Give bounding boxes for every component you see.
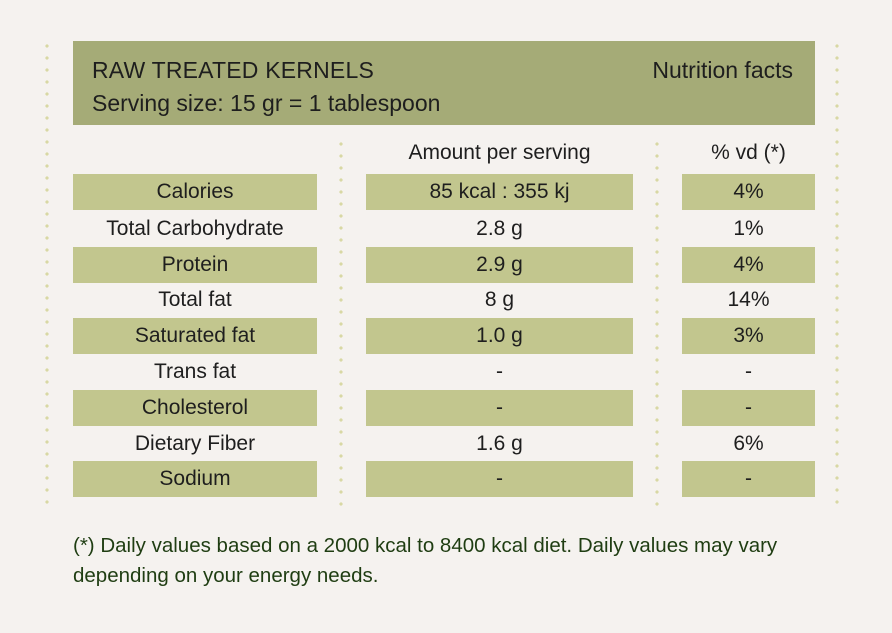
nutrient-dv: 14% xyxy=(727,288,770,311)
serving-size: Serving size: 15 gr = 1 tablespoon xyxy=(92,90,441,116)
nutrient-amount: - xyxy=(366,390,633,426)
right-dotted-divider xyxy=(835,40,839,508)
nutrient-name: Sodium xyxy=(73,461,317,497)
nutrient-name: Dietary Fiber xyxy=(134,432,256,455)
nutrient-amount: 1.6 g xyxy=(476,432,523,455)
col-dotted-divider-1 xyxy=(339,138,343,508)
nutrient-name: Trans fat xyxy=(153,360,237,383)
nutrient-amount: 2.8 g xyxy=(476,217,523,240)
nutrient-dv: 4% xyxy=(682,174,815,210)
nutrient-amount: - xyxy=(496,360,503,383)
footnote: (*) Daily values based on a 2000 kcal to… xyxy=(73,534,778,587)
nutrient-name: Total Carbohydrate xyxy=(106,217,284,240)
nutrient-dv: 6% xyxy=(733,432,764,455)
nutrient-name: Total fat xyxy=(158,288,232,311)
nutrient-dv: 1% xyxy=(733,217,764,240)
nutrient-amount: 2.9 g xyxy=(366,247,633,283)
nutrient-dv: - xyxy=(682,461,815,497)
dv-column-header: % vd (*) xyxy=(711,141,786,164)
nutrient-dv: - xyxy=(745,360,752,383)
left-dotted-divider xyxy=(45,40,49,508)
label-title: Nutrition facts xyxy=(652,57,793,83)
amount-column-header: Amount per serving xyxy=(408,141,591,164)
nutrient-name: Cholesterol xyxy=(73,390,317,426)
label-header: RAW TREATED KERNELS Nutrition facts Serv… xyxy=(73,41,815,125)
nutrient-amount: 8 g xyxy=(484,288,515,311)
col-dotted-divider-2 xyxy=(655,138,659,508)
nutrient-name: Protein xyxy=(73,247,317,283)
nutrient-name: Saturated fat xyxy=(73,318,317,354)
nutrient-dv: 3% xyxy=(682,318,815,354)
nutrient-name: Calories xyxy=(73,174,317,210)
nutrient-amount: 85 kcal : 355 kj xyxy=(366,174,633,210)
nutrient-amount: 1.0 g xyxy=(366,318,633,354)
product-name: RAW TREATED KERNELS xyxy=(92,57,374,83)
nutrient-dv: - xyxy=(682,390,815,426)
nutrient-dv: 4% xyxy=(682,247,815,283)
nutrient-amount: - xyxy=(366,461,633,497)
